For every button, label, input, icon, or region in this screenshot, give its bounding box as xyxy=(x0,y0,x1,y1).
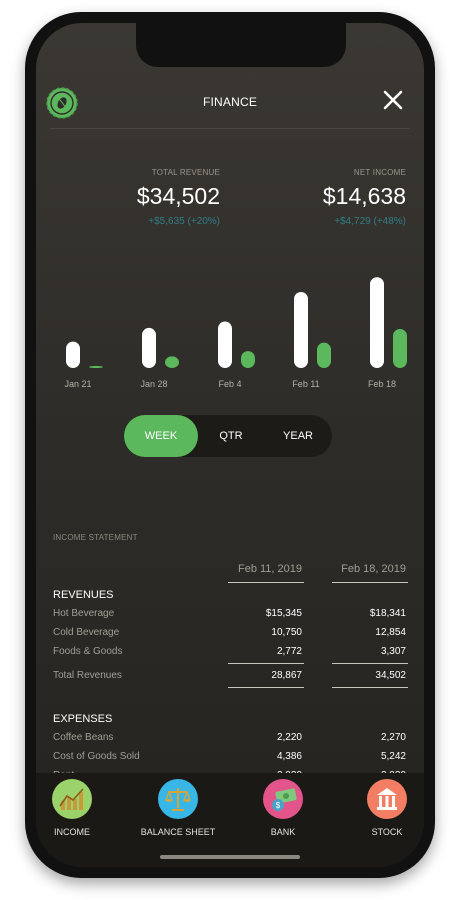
row-value: 2,270 xyxy=(380,732,406,743)
bar-feb-11-series-2 xyxy=(317,342,331,368)
row-label: Total Revenues xyxy=(53,670,122,681)
tab-bank-label: BANK xyxy=(270,827,296,837)
x-tick-label: Feb 4 xyxy=(218,379,241,389)
table-header-row: Feb 11, 2019 Feb 18, 2019 xyxy=(36,563,424,581)
row-value: $18,341 xyxy=(369,608,406,619)
bar-feb-18-series-2 xyxy=(393,328,407,368)
close-icon[interactable] xyxy=(380,87,406,113)
column-header-feb18: Feb 18, 2019 xyxy=(341,563,406,575)
app-screen: FINANCE TOTAL REVENUE $34,502 +$5,635 (+… xyxy=(36,23,424,867)
net-income-label: NET INCOME xyxy=(353,168,406,177)
income-chart-icon xyxy=(52,779,92,819)
row-value: 3,307 xyxy=(380,646,406,657)
table-row: Foods & Goods 2,772 3,307 xyxy=(36,646,424,664)
total-revenue-metric: TOTAL REVENUE $34,502 +$5,635 (+20%) xyxy=(137,168,220,227)
row-label: Coffee Beans xyxy=(53,732,114,743)
row-label: Cost of Goods Sold xyxy=(53,751,140,762)
app-logo-icon[interactable] xyxy=(46,87,78,119)
column-header-feb11: Feb 11, 2019 xyxy=(237,563,302,575)
x-tick-label: Feb 18 xyxy=(368,379,396,389)
row-value: 34,502 xyxy=(375,670,406,681)
table-row: Cost of Goods Sold 4,386 5,242 xyxy=(36,751,424,769)
revenues-heading-row: REVENUES xyxy=(36,589,424,607)
table-row: Hot Beverage $15,345 $18,341 xyxy=(36,608,424,626)
total-revenue-change: +$5,635 (+20%) xyxy=(148,216,220,227)
row-value: 4,386 xyxy=(276,751,302,762)
header-divider xyxy=(50,128,410,129)
table-row: Cold Beverage 10,750 12,854 xyxy=(36,627,424,645)
total-divider xyxy=(228,663,304,664)
scales-icon xyxy=(158,779,198,819)
tab-stock-label: STOCK xyxy=(371,827,403,837)
row-value: 10,750 xyxy=(271,627,302,638)
row-value: 5,242 xyxy=(380,751,406,762)
revenue-income-bar-chart: Jan 21 Jan 28 Feb 4 Feb 11 Feb 18 xyxy=(64,277,407,389)
tab-balance-sheet-label: BALANCE SHEET xyxy=(140,827,216,837)
column-underline xyxy=(228,582,304,583)
bar-jan-21-series-1 xyxy=(66,341,80,368)
total-revenue-value: $34,502 xyxy=(136,183,220,209)
total-revenues-row: Total Revenues 28,867 34,502 xyxy=(36,670,424,688)
x-tick-label: Jan 21 xyxy=(64,379,91,389)
total-underline xyxy=(228,687,304,688)
tab-bank[interactable]: $ BANK xyxy=(235,779,331,837)
table-row: Coffee Beans 2,220 2,270 xyxy=(36,732,424,750)
bar-jan-28-series-2 xyxy=(165,356,179,368)
revenues-heading: REVENUES xyxy=(53,589,114,601)
total-revenue-label: TOTAL REVENUE xyxy=(151,168,220,177)
phone-frame: FINANCE TOTAL REVENUE $34,502 +$5,635 (+… xyxy=(25,12,435,878)
period-qtr-button[interactable]: QTR xyxy=(219,430,243,442)
row-label: Hot Beverage xyxy=(53,608,115,619)
bottom-tab-bar: INCOME BALANCE SHEET xyxy=(36,773,424,867)
period-selector: WEEK QTR YEAR xyxy=(124,415,332,457)
income-statement-label: INCOME STATEMENT xyxy=(53,533,138,542)
row-label: Cold Beverage xyxy=(53,627,120,638)
tab-balance-sheet[interactable]: BALANCE SHEET xyxy=(130,779,226,837)
period-week-button[interactable]: WEEK xyxy=(124,415,198,457)
bar-feb-4-series-2 xyxy=(241,351,255,368)
x-tick-label: Jan 28 xyxy=(140,379,167,389)
net-income-metric: NET INCOME $14,638 +$4,729 (+48%) xyxy=(323,168,406,227)
svg-text:$: $ xyxy=(276,801,281,810)
total-underline xyxy=(332,687,408,688)
row-value: $15,345 xyxy=(265,608,302,619)
net-income-change: +$4,729 (+48%) xyxy=(334,216,406,227)
bank-building-icon xyxy=(367,779,407,819)
total-divider xyxy=(332,663,408,664)
home-indicator xyxy=(160,855,300,859)
device-notch xyxy=(136,23,346,67)
row-value: 28,867 xyxy=(271,670,302,681)
expenses-heading-row: EXPENSES xyxy=(36,713,424,731)
bar-feb-11-series-1 xyxy=(294,292,308,368)
money-icon: $ xyxy=(263,779,303,819)
tab-stock[interactable]: STOCK xyxy=(339,779,424,837)
column-underline xyxy=(332,582,408,583)
tab-income[interactable]: INCOME xyxy=(36,779,120,837)
row-value: 2,772 xyxy=(276,646,302,657)
x-tick-label: Feb 11 xyxy=(292,379,319,389)
net-income-value: $14,638 xyxy=(322,183,406,209)
period-year-button[interactable]: YEAR xyxy=(283,430,313,442)
row-label: Foods & Goods xyxy=(53,646,123,657)
page-title: FINANCE xyxy=(202,95,258,109)
bar-jan-28-series-1 xyxy=(142,327,156,368)
tab-income-label: INCOME xyxy=(54,827,90,837)
bar-jan-21-series-2 xyxy=(89,365,103,368)
row-value: 12,854 xyxy=(375,627,406,638)
expenses-heading: EXPENSES xyxy=(53,713,113,725)
bar-feb-18-series-1 xyxy=(370,277,384,368)
bar-feb-4-series-1 xyxy=(218,321,232,368)
row-value: 2,220 xyxy=(276,732,302,743)
